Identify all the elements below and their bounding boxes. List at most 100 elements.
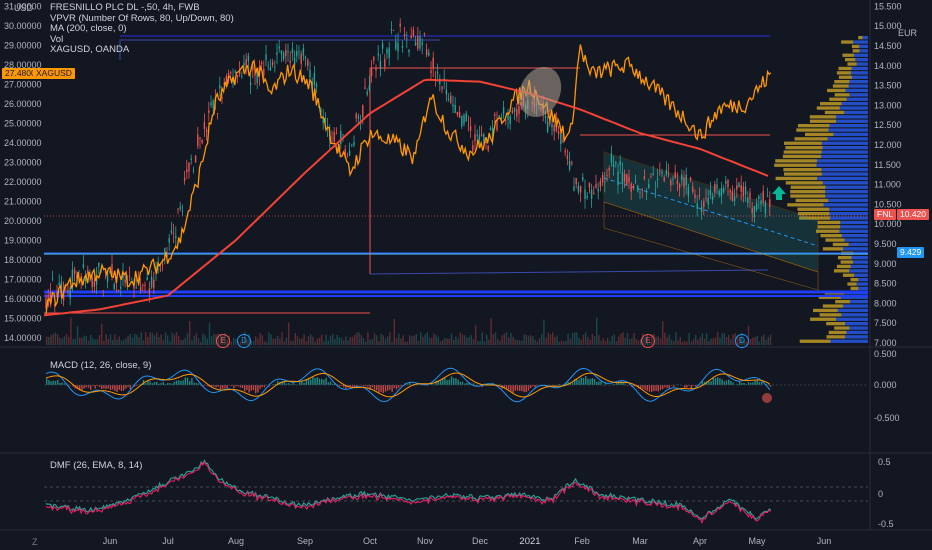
macd-histogram-bar [134,385,136,387]
compare-symbol-label[interactable]: XAGUSD, OANDA [50,44,130,56]
candle-body [238,69,241,75]
candle-body [104,271,107,273]
volume-bar [211,336,213,345]
volume-profile-up-bar [852,260,868,264]
candle-body [606,174,608,176]
volume-profile-up-bar [836,317,868,321]
volume-bar [118,336,120,345]
volume-bar [164,332,167,345]
macd-histogram-bar [624,383,626,385]
volume-bar [479,340,481,345]
macd-histogram-bar [156,381,158,385]
macd-histogram-bar [653,385,655,392]
macd-histogram-bar [567,381,569,385]
volume-bar [340,337,343,345]
candle-body [454,105,456,114]
time-axis-tick: Nov [417,536,434,546]
macd-histogram-bar [98,385,101,387]
volume-bar [290,341,292,345]
macd-histogram-bar [446,380,448,385]
dmf-axis-tick: 0 [878,489,883,499]
volume-bar [305,341,307,345]
volume-profile-down-bar [805,132,834,137]
candle-body [573,186,575,192]
candle-body [315,84,318,87]
earnings-event-icon[interactable]: E [216,334,230,348]
volume-bar [303,334,305,345]
volume-bar [283,341,285,345]
volume-bar [679,337,681,345]
volume-bar [589,339,591,345]
macd-histogram-bar [76,385,79,389]
macd-histogram-bar [384,385,387,392]
volume-profile-up-bar [843,304,868,308]
volume-profile-up-bar [849,326,868,330]
macd-histogram-bar [530,385,532,389]
candle-body [190,158,192,160]
macd-histogram-bar [345,385,347,389]
candle-body [641,189,643,191]
candle-body [590,189,593,199]
volume-profile-down-bar [818,295,841,299]
volume-profile-down-bar [838,75,852,79]
volume-bar [327,340,329,345]
volume-bar [437,336,439,345]
candle-body [511,110,514,113]
macd-histogram-bar [587,378,589,385]
volume-bar [609,340,611,345]
candle-body [148,288,151,294]
macd-histogram-bar [730,380,732,385]
macd-histogram-bar [558,384,560,385]
volume-bar [492,333,494,345]
macd-histogram-bar [510,385,512,392]
candle-body [582,177,584,181]
volume-indicator-label[interactable]: Vol [50,33,64,45]
volume-bar [719,337,721,345]
dmf-pane-title[interactable]: DMF (26, EMA, 8, 14) [50,460,143,471]
volume-profile-down-bar [816,229,840,233]
macd-pane-title[interactable]: MACD (12, 26, close, 9) [50,360,152,371]
candle-body [133,286,135,289]
volume-bar [134,333,136,345]
macd-histogram-bar [532,385,534,387]
volume-profile-up-bar [822,181,868,185]
volume-bar [85,335,87,345]
candle-body [665,169,668,175]
vpvr-indicator-label[interactable]: VPVR (Number Of Rows, 80, Up/Down, 80) [50,12,234,24]
dividend-event-icon[interactable]: D [735,334,749,348]
volume-profile-down-bar [796,128,829,132]
volume-profile-down-bar [820,234,842,238]
ma-indicator-label[interactable]: MA (200, close, 0) [50,23,127,35]
candle-body [386,49,388,54]
candle-body [331,137,333,139]
volume-profile-down-bar [834,326,850,330]
volume-profile-up-bar [853,53,868,57]
macd-histogram-bar [94,385,96,389]
candle-body [436,72,439,74]
dividend-event-icon[interactable]: D [237,334,251,348]
candle-body [252,66,254,71]
candle-body [304,57,307,59]
volume-profile-up-bar [844,110,868,115]
candle-body [630,183,632,192]
volume-profile-up-bar [843,247,868,251]
volume-bar [336,334,338,345]
level-price-tag: 9.429 [897,247,925,258]
candle-body [192,170,195,171]
timezone-toggle-icon[interactable]: Z [32,537,38,547]
macd-histogram-bar [591,378,593,385]
macd-histogram-bar [101,385,103,389]
volume-bar [582,334,585,345]
earnings-event-icon[interactable]: E [641,334,655,348]
macd-histogram-bar [728,379,730,385]
candle-body [733,196,736,201]
symbol-title[interactable]: FRESNILLO PLC DL -,50, 4h, FWB [50,2,200,13]
left-axis-tick: 21.00000 [4,197,42,207]
volume-bar [178,335,180,345]
volume-bar [107,339,109,345]
volume-bar [422,336,424,345]
macd-histogram-bar [516,385,519,391]
volume-bar [376,335,378,345]
volume-bar [769,334,772,345]
